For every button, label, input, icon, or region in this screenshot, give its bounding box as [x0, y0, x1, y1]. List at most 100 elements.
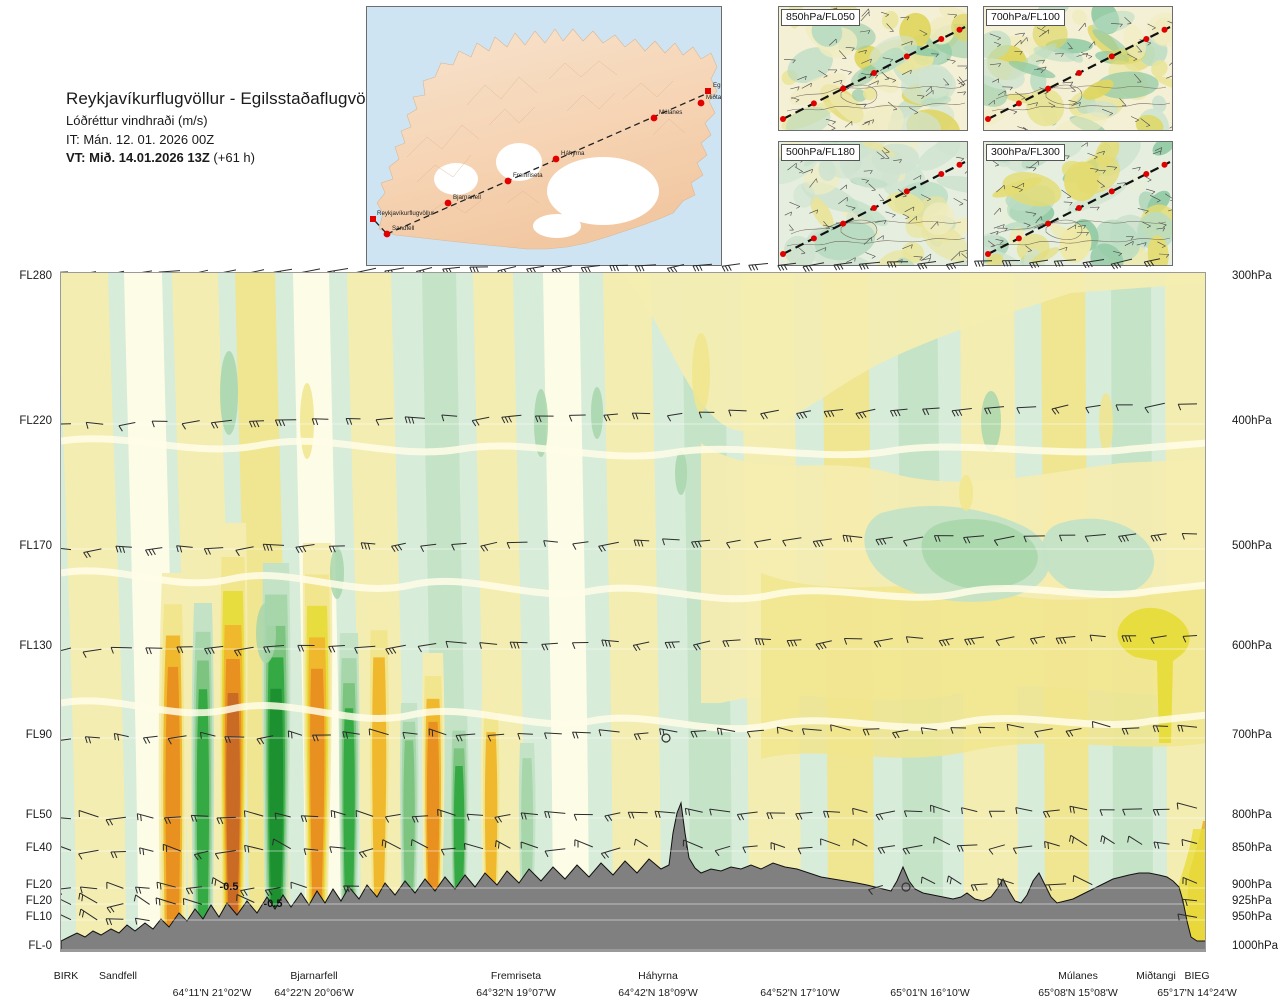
wind-barb-feather — [274, 812, 277, 820]
wind-barb-feather — [826, 811, 830, 818]
wind-barb-feather — [547, 811, 551, 819]
wind-barb-feather — [812, 541, 817, 548]
top-wind-barb-feather — [583, 267, 588, 273]
wind-barb-feather — [190, 815, 194, 822]
panel-contour-fill — [1152, 142, 1172, 156]
map-waypoint-marker[interactable] — [444, 199, 452, 207]
wind-barb-feather — [1044, 884, 1049, 892]
wind-barb-shaft — [494, 814, 511, 818]
panel-contour-fill — [1152, 95, 1167, 113]
top-wind-barb-feather — [1008, 260, 1012, 267]
wind-barb-feather — [827, 410, 831, 418]
top-wind-barb-feather — [780, 264, 785, 271]
panel-route-waypoint — [780, 251, 786, 257]
vertical-cross-section-plot[interactable]: -0.5 -0.5 — [60, 272, 1206, 952]
wind-barb-feather — [391, 647, 397, 654]
wind-barb-feather — [881, 847, 886, 854]
wind-barb-feather — [509, 641, 513, 649]
wind-barb-feather — [497, 816, 503, 823]
wind-barb-shaft — [204, 645, 224, 650]
wind-barb-shaft — [80, 908, 98, 921]
wind-barb-feather — [769, 812, 773, 820]
panel-700hpa[interactable]: 700hPa/FL100 — [983, 6, 1173, 131]
wind-barb-feather — [266, 646, 271, 653]
wind-barb-feather — [78, 893, 81, 900]
panel-850hpa[interactable]: 850hPa/FL050 — [778, 6, 968, 131]
top-wind-barb-shaft — [1029, 259, 1049, 264]
title-block: Reykjavíkurflugvöllur - Egilsstaðaflugvö… — [66, 88, 389, 166]
wind-barb-feather — [354, 647, 358, 654]
map-waypoint-marker[interactable] — [552, 155, 560, 163]
panel-contour-fill — [1151, 60, 1168, 78]
map-waypoint-marker[interactable] — [383, 230, 391, 238]
wind-barb-shaft — [1043, 809, 1060, 813]
panel-contour-fill — [936, 175, 967, 194]
wind-barb-feather — [167, 817, 172, 824]
wind-barb-feather — [875, 539, 880, 546]
wind-barb-feather — [635, 413, 639, 420]
map-waypoint-label: Egilsst — [713, 82, 722, 89]
wind-barb-feather — [830, 724, 832, 732]
zero-contour-halo — [61, 697, 1205, 733]
top-wind-barb-feather — [917, 263, 922, 270]
pressure-level-label: 700hPa — [1232, 729, 1272, 741]
wind-barb-feather — [966, 536, 971, 544]
wind-barb-feather — [278, 419, 282, 427]
map-waypoint-marker[interactable] — [650, 114, 658, 122]
wind-barb-feather — [117, 734, 120, 741]
wind-barb-shaft — [961, 807, 978, 813]
wind-barb-feather — [504, 416, 509, 423]
wind-barb-feather — [81, 894, 84, 902]
panel-300hpa[interactable]: 300hPa/FL300 — [983, 141, 1173, 266]
top-wind-barb-shaft — [722, 263, 741, 267]
wind-barb-shaft — [182, 420, 200, 425]
wind-barb-shaft — [824, 409, 844, 412]
wind-barb-feather — [920, 727, 924, 735]
wind-barb-feather — [247, 846, 250, 853]
map-waypoint-marker[interactable] — [697, 99, 705, 107]
station-name-label: Fremriseta — [490, 970, 542, 982]
top-wind-barb-feather — [980, 260, 984, 267]
wind-barb-shaft — [1150, 635, 1167, 639]
wind-barb-shaft — [507, 541, 528, 544]
wind-barb-feather — [544, 850, 549, 858]
wind-barb-feather — [315, 734, 319, 742]
wind-barb-shaft — [633, 641, 650, 646]
wind-barb-feather — [633, 539, 637, 547]
panel-500hpa[interactable]: 500hPa/FL180 — [778, 141, 968, 266]
wind-barb-shaft — [934, 836, 951, 846]
panel-contour-fill — [984, 30, 1011, 60]
wind-barb-feather — [690, 731, 695, 738]
wind-barb-feather — [1180, 725, 1184, 732]
map-waypoint-marker[interactable] — [705, 88, 711, 94]
wind-barb-shaft — [874, 638, 893, 643]
map-waypoint-label: Bjarnarfell — [453, 194, 481, 201]
station-name-label: Háhyrna — [638, 970, 678, 982]
wind-barb-feather — [88, 736, 92, 744]
panel-contour-fill — [789, 73, 847, 106]
wind-barb-feather — [513, 642, 517, 649]
wind-barb-feather — [291, 731, 293, 739]
top-wind-barb-feather — [1113, 263, 1119, 269]
panel-contour-fill — [917, 142, 961, 171]
wind-barb-feather — [79, 909, 82, 916]
wind-barb-feather — [1033, 637, 1038, 645]
map-waypoint-marker[interactable] — [504, 177, 512, 185]
wind-barb-shaft — [240, 887, 255, 892]
wind-barb-shaft — [61, 548, 72, 551]
wind-barb-shaft — [163, 843, 182, 852]
level-marker-circle — [901, 882, 911, 892]
wind-barb-feather — [601, 639, 605, 647]
wind-barb-feather — [903, 810, 907, 818]
wind-barb-shaft — [1070, 834, 1088, 847]
wind-barb-shaft — [472, 416, 490, 422]
top-wind-barb-feather — [609, 265, 613, 272]
map-waypoint-marker[interactable] — [370, 216, 376, 222]
top-wind-barb-feather — [1001, 260, 1006, 267]
wind-barb-shaft — [115, 545, 132, 548]
route-overview-map[interactable]: Reykjavíkurflugvöllur Sandfell Bjarnarfell… — [366, 6, 722, 266]
wind-barb-feather — [878, 813, 884, 820]
top-wind-barb-feather — [472, 266, 476, 273]
wind-barb-feather — [988, 811, 993, 818]
wind-barb-feather — [179, 646, 184, 654]
